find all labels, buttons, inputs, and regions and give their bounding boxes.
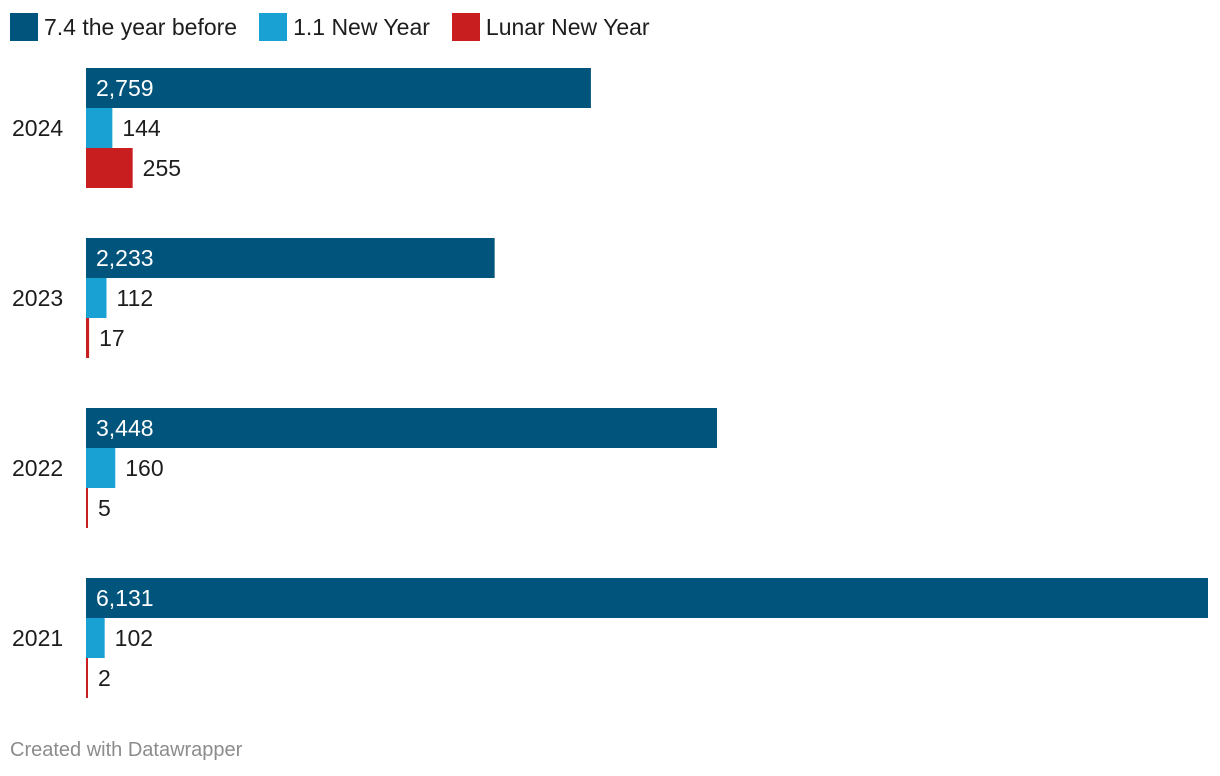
bar-2023-new-year — [86, 278, 107, 318]
legend-label-new-year: 1.1 New Year — [293, 14, 430, 40]
value-label-2021-new-year: 102 — [115, 625, 153, 651]
value-label-2021-year-before: 6,131 — [96, 585, 154, 611]
legend-swatch-lunar-new-year — [451, 13, 480, 41]
legend-item-year-before: 7.4 the year before — [10, 13, 237, 41]
bar-2021-lunar-new-year — [86, 658, 88, 698]
value-label-2024-year-before: 2,759 — [96, 75, 154, 101]
bar-2022-new-year — [86, 448, 116, 488]
category-label-2022: 2022 — [12, 455, 63, 481]
footer-credit: Created with Datawrapper — [10, 739, 243, 761]
bar-group-2024: 2024 2,759 144 255 — [12, 68, 591, 188]
value-label-2022-year-before: 3,448 — [96, 415, 154, 441]
bar-2024-year-before — [86, 68, 591, 108]
value-label-2023-new-year: 112 — [116, 285, 153, 311]
legend-item-lunar-new-year: Lunar New Year — [451, 13, 650, 41]
bar-2022-lunar-new-year — [86, 488, 88, 528]
bar-2021-year-before — [86, 578, 1208, 618]
bar-group-2023: 2023 2,233 112 17 — [12, 238, 495, 358]
bar-2021-new-year — [86, 618, 105, 658]
bar-2023-year-before — [86, 238, 495, 278]
bar-2024-lunar-new-year — [86, 148, 133, 188]
value-label-2024-lunar-new-year: 255 — [143, 155, 181, 181]
legend-label-year-before: 7.4 the year before — [44, 14, 238, 40]
value-label-2022-lunar-new-year: 5 — [98, 495, 111, 521]
bar-2022-year-before — [86, 408, 717, 448]
legend-label-lunar-new-year: Lunar New Year — [485, 14, 650, 40]
category-label-2021: 2021 — [12, 625, 63, 651]
category-label-2024: 2024 — [12, 115, 63, 141]
chart-legend: 7.4 the year before 1.1 New Year Lunar N… — [10, 12, 672, 42]
bar-2024-new-year — [86, 108, 113, 148]
value-label-2023-lunar-new-year: 17 — [99, 325, 125, 351]
value-label-2022-new-year: 160 — [125, 455, 163, 481]
legend-swatch-year-before — [10, 13, 38, 41]
value-label-2023-year-before: 2,233 — [96, 245, 154, 271]
value-label-2024-new-year: 144 — [122, 115, 161, 141]
bar-group-2022: 2022 3,448 160 5 — [12, 408, 717, 528]
bar-2023-lunar-new-year — [86, 318, 90, 358]
legend-item-new-year: 1.1 New Year — [259, 13, 430, 41]
legend-swatch-new-year — [259, 13, 288, 41]
value-label-2021-lunar-new-year: 2 — [98, 665, 111, 691]
category-label-2023: 2023 — [12, 285, 63, 311]
